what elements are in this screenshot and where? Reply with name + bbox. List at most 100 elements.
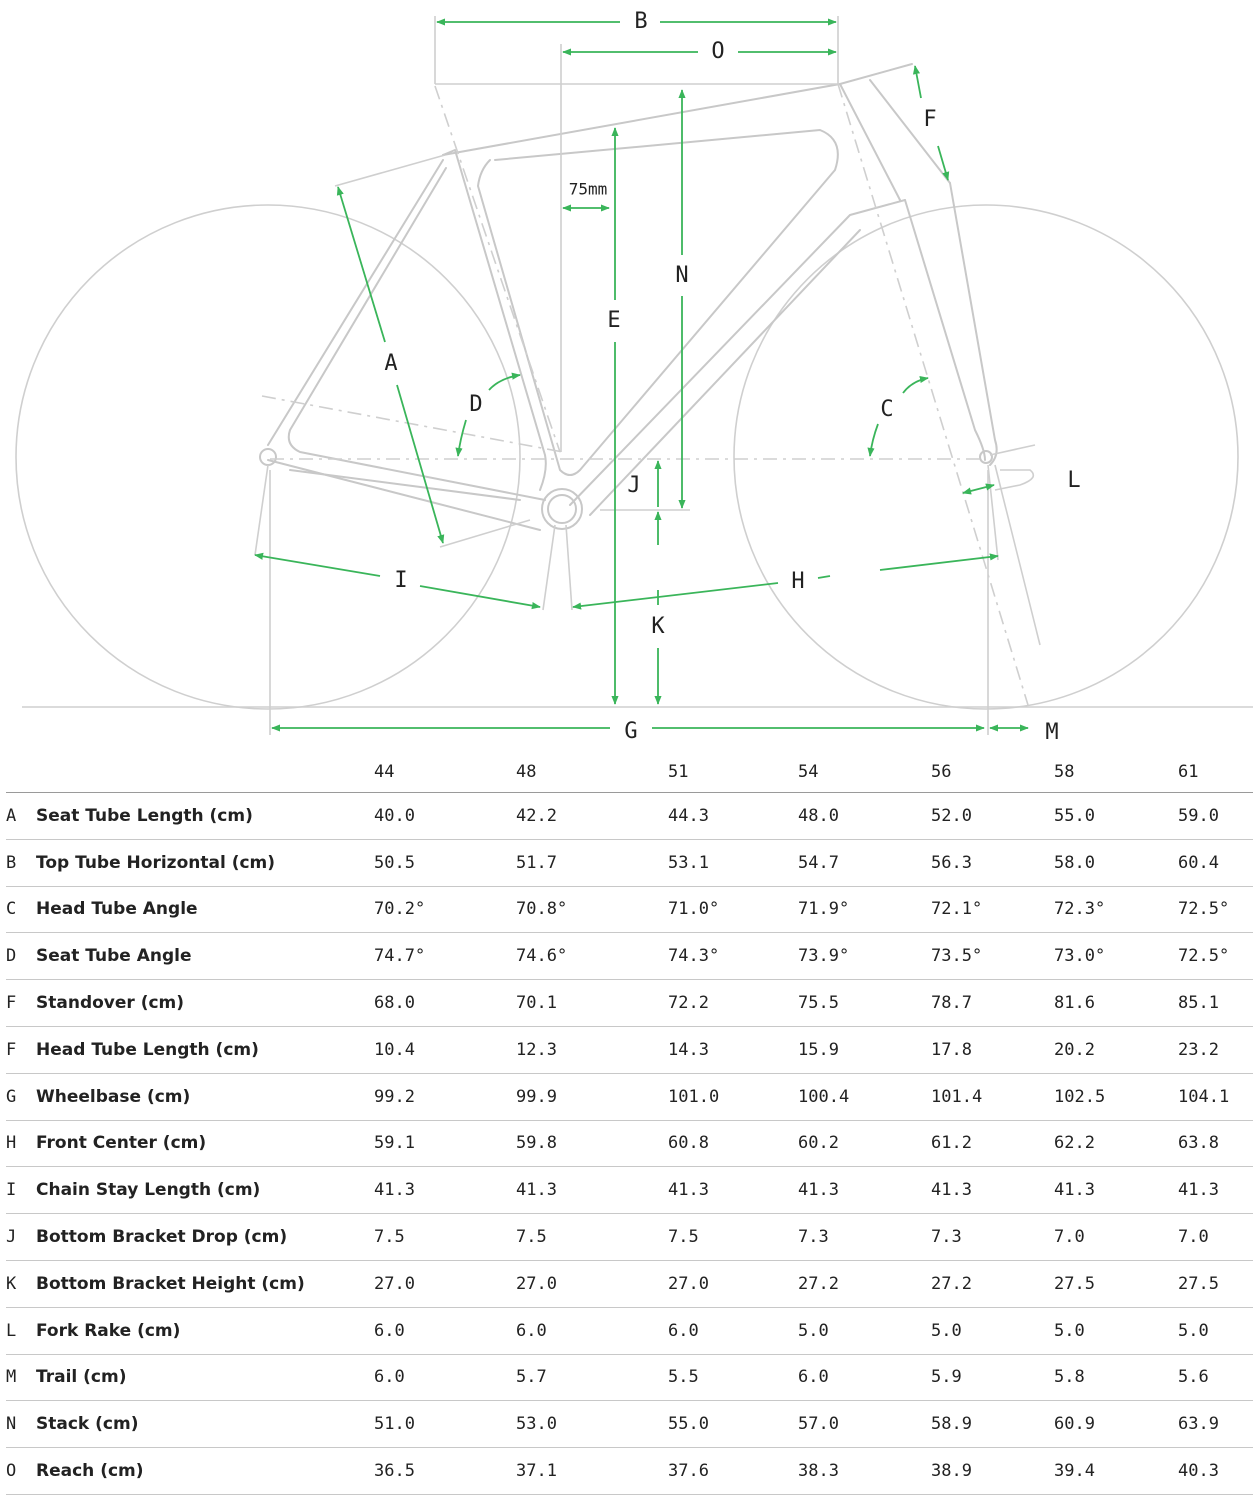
geometry-table: 44 48 51 54 56 58 61 A Seat Tube Length (…	[6, 752, 1253, 1495]
row-value: 5.0	[798, 1307, 931, 1355]
row-value: 6.0	[516, 1307, 668, 1355]
table-row: J Bottom Bracket Drop (cm) 7.5 7.5 7.5 7.3 7.3…	[6, 1213, 1253, 1261]
row-value: 60.4	[1178, 839, 1253, 887]
row-value: 27.5	[1054, 1260, 1178, 1308]
row-value: 71.9°	[798, 886, 931, 934]
row-letter: A	[6, 792, 36, 840]
row-measurement-name: Reach (cm)	[36, 1447, 374, 1495]
row-value: 27.2	[931, 1260, 1054, 1308]
front-wheel	[733, 204, 1239, 710]
row-value: 51.0	[374, 1400, 516, 1449]
row-value: 72.3°	[1054, 886, 1178, 934]
row-value: 75.5	[798, 979, 931, 1027]
row-value: 59.1	[374, 1120, 516, 1168]
row-value: 15.9	[798, 1026, 931, 1074]
row-value: 73.5°	[931, 932, 1054, 981]
row-value: 7.3	[798, 1213, 931, 1261]
row-value: 27.2	[798, 1260, 931, 1308]
row-value: 14.3	[668, 1026, 798, 1074]
row-measurement-name: Bottom Bracket Drop (cm)	[36, 1213, 374, 1261]
row-value: 41.3	[931, 1166, 1054, 1215]
row-value: 23.2	[1178, 1026, 1253, 1074]
table-row: O Reach (cm) 36.5 37.1 37.6 38.3 38.9 39.4 40.3	[6, 1447, 1253, 1495]
bike-frame	[254, 63, 1041, 646]
label-h: H	[791, 569, 804, 594]
row-value: 101.0	[668, 1073, 798, 1121]
table-row: F Head Tube Length (cm) 10.4 12.3 14.3 15.9 17…	[6, 1026, 1253, 1074]
row-measurement-name: Trail (cm)	[36, 1354, 374, 1402]
row-measurement-name: Bottom Bracket Height (cm)	[36, 1260, 374, 1308]
row-measurement-name: Standover (cm)	[36, 979, 374, 1027]
row-value: 70.8°	[516, 886, 668, 934]
row-value: 51.7	[516, 839, 668, 887]
table-row: L Fork Rake (cm) 6.0 6.0 6.0 5.0 5.0 5.0 5.0	[6, 1307, 1253, 1355]
row-value: 12.3	[516, 1026, 668, 1074]
label-c: C	[880, 397, 893, 422]
table-row: D Seat Tube Angle 74.7° 74.6° 74.3° 73.9° 73.5…	[6, 932, 1253, 981]
row-value: 27.0	[374, 1260, 516, 1308]
row-value: 55.0	[668, 1400, 798, 1449]
row-value: 7.5	[374, 1213, 516, 1261]
row-value: 52.0	[931, 792, 1054, 840]
row-value: 41.3	[1054, 1166, 1178, 1215]
row-value: 7.5	[516, 1213, 668, 1261]
table-row: K Bottom Bracket Height (cm) 27.0 27.0 27.0 2…	[6, 1260, 1253, 1308]
row-value: 85.1	[1178, 979, 1253, 1027]
row-measurement-name: Top Tube Horizontal (cm)	[36, 839, 374, 887]
row-value: 60.9	[1054, 1400, 1178, 1449]
row-value: 5.8	[1054, 1354, 1178, 1402]
row-value: 6.0	[668, 1307, 798, 1355]
row-value: 17.8	[931, 1026, 1054, 1074]
row-value: 54.7	[798, 839, 931, 887]
row-value: 41.3	[374, 1166, 516, 1215]
row-letter: N	[6, 1400, 36, 1449]
row-letter: D	[6, 932, 36, 981]
table-row: C Head Tube Angle 70.2° 70.8° 71.0° 71.9° 72.1…	[6, 886, 1253, 934]
row-value: 42.2	[516, 792, 668, 840]
row-value: 10.4	[374, 1026, 516, 1074]
row-value: 58.9	[931, 1400, 1054, 1449]
row-value: 37.6	[668, 1447, 798, 1495]
row-value: 53.0	[516, 1400, 668, 1449]
label-i: I	[394, 568, 407, 593]
row-value: 6.0	[374, 1307, 516, 1355]
row-measurement-name: Fork Rake (cm)	[36, 1307, 374, 1355]
table-row: I Chain Stay Length (cm) 41.3 41.3 41.3 41.3 4…	[6, 1166, 1253, 1215]
label-m: M	[1045, 720, 1058, 745]
row-letter: G	[6, 1073, 36, 1121]
label-d: D	[469, 392, 482, 417]
row-value: 39.4	[1054, 1447, 1178, 1495]
row-value: 104.1	[1178, 1073, 1253, 1121]
row-value: 7.0	[1054, 1213, 1178, 1261]
row-value: 74.3°	[668, 932, 798, 981]
label-b: B	[634, 9, 647, 34]
table-row: N Stack (cm) 51.0 53.0 55.0 57.0 58.9 60.9 63.9	[6, 1400, 1253, 1449]
row-value: 41.3	[668, 1166, 798, 1215]
row-value: 72.2	[668, 979, 798, 1027]
rear-wheel	[15, 204, 521, 710]
row-value: 41.3	[1178, 1166, 1253, 1215]
row-value: 5.9	[931, 1354, 1054, 1402]
row-value: 7.3	[931, 1213, 1054, 1261]
bike-geometry-diagram: B O F A D E N 75mm C J L I H K G M	[15, 9, 1253, 745]
row-letter: F	[6, 1026, 36, 1074]
row-letter: F	[6, 979, 36, 1027]
row-value: 72.5°	[1178, 886, 1253, 934]
row-value: 60.2	[798, 1120, 931, 1168]
row-value: 60.8	[668, 1120, 798, 1168]
table-row: H Front Center (cm) 59.1 59.8 60.8 60.2 61.2 62…	[6, 1120, 1253, 1168]
row-value: 59.0	[1178, 792, 1253, 840]
row-value: 73.9°	[798, 932, 931, 981]
row-value: 81.6	[1054, 979, 1178, 1027]
row-value: 37.1	[516, 1447, 668, 1495]
label-j: J	[627, 473, 640, 498]
label-offset: 75mm	[569, 180, 608, 199]
label-a: A	[384, 351, 397, 376]
row-value: 55.0	[1054, 792, 1178, 840]
row-measurement-name: Front Center (cm)	[36, 1120, 374, 1168]
row-value: 44.3	[668, 792, 798, 840]
row-value: 63.9	[1178, 1400, 1253, 1449]
row-value: 74.6°	[516, 932, 668, 981]
row-value: 27.0	[668, 1260, 798, 1308]
row-value: 100.4	[798, 1073, 931, 1121]
